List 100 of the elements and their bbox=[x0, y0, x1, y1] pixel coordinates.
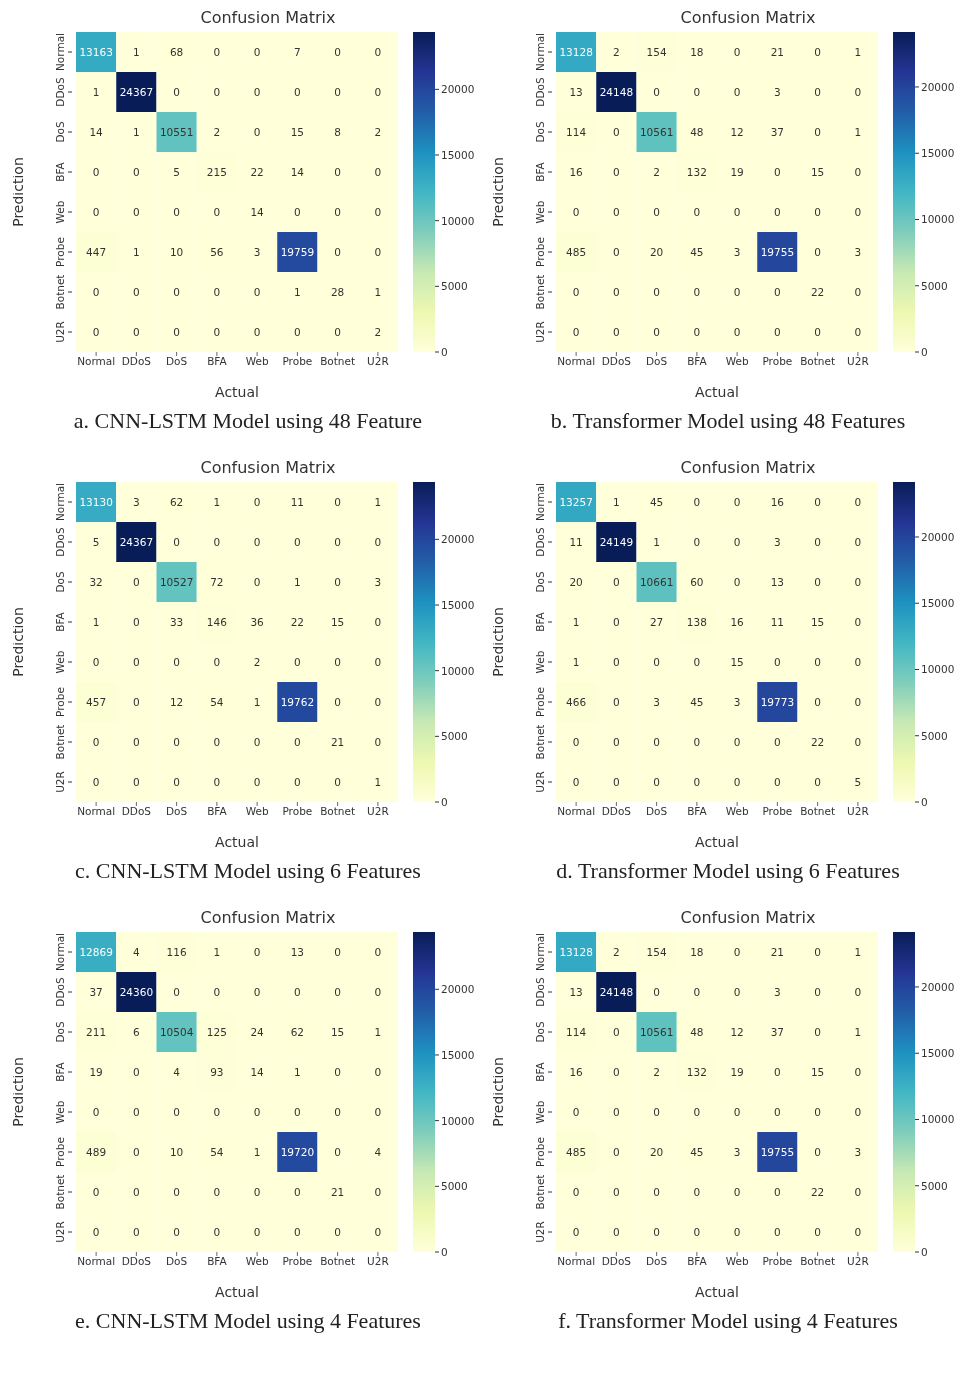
data-label: 0 bbox=[213, 776, 221, 788]
data-label: 13 bbox=[770, 576, 785, 588]
data-label: 0 bbox=[854, 1186, 862, 1198]
data-label: 8 bbox=[334, 126, 341, 138]
data-label: 0 bbox=[253, 536, 261, 548]
data-label: 0 bbox=[854, 736, 862, 748]
data-label: 0 bbox=[613, 246, 620, 258]
color-bar-label: 10000 bbox=[921, 663, 955, 676]
x-tick-label: U2R bbox=[367, 1255, 389, 1268]
data-label: 0 bbox=[294, 656, 301, 668]
data-label: 0 bbox=[173, 776, 180, 788]
data-label: 5 bbox=[173, 166, 180, 178]
color-bar-label: 0 bbox=[921, 1246, 928, 1258]
data-label: 3 bbox=[733, 696, 741, 708]
data-label: 0 bbox=[92, 326, 100, 338]
color-bar-label: 15000 bbox=[921, 147, 955, 160]
x-tick-label: DDoS bbox=[601, 805, 632, 818]
data-label: 154 bbox=[646, 946, 667, 958]
color-bar-label: 5000 bbox=[441, 1180, 468, 1193]
data-label: 0 bbox=[613, 1226, 620, 1238]
x-tick-label: Normal bbox=[77, 355, 116, 368]
x-tick-label: DDoS bbox=[601, 1255, 632, 1268]
x-tick-label: Botnet bbox=[800, 355, 836, 368]
data-label: 114 bbox=[566, 1026, 587, 1038]
y-axis-title: Prediction bbox=[9, 157, 26, 227]
data-label: 0 bbox=[253, 1186, 261, 1198]
data-label: 0 bbox=[92, 1106, 100, 1118]
data-label: 0 bbox=[733, 86, 741, 98]
data-label: 0 bbox=[253, 776, 261, 788]
x-tick-label: DoS bbox=[166, 355, 188, 368]
data-label: 0 bbox=[133, 1066, 140, 1078]
data-label: 10504 bbox=[159, 1026, 194, 1038]
data-label: 20 bbox=[569, 576, 583, 588]
data-label: 0 bbox=[374, 656, 382, 668]
data-label: 0 bbox=[613, 1186, 620, 1198]
color-bar-label: 10000 bbox=[921, 213, 955, 226]
data-label: 1 bbox=[133, 46, 140, 58]
x-axis-title: Actual bbox=[215, 834, 259, 850]
x-tick-label: Web bbox=[245, 1255, 269, 1268]
color-bar-label: 5000 bbox=[921, 279, 948, 292]
y-axis-title: Prediction bbox=[9, 1057, 26, 1127]
color-bar-label: 15000 bbox=[441, 149, 475, 162]
data-label: 0 bbox=[854, 1226, 862, 1238]
data-label: 0 bbox=[613, 1106, 620, 1118]
data-label: 0 bbox=[854, 536, 862, 548]
x-tick-label: Web bbox=[725, 355, 749, 368]
data-label: 0 bbox=[294, 736, 301, 748]
data-label: 13163 bbox=[79, 46, 113, 58]
x-tick-label: Probe bbox=[282, 805, 313, 818]
data-label: 0 bbox=[854, 286, 862, 298]
y-tick-label: DoS bbox=[54, 571, 66, 593]
x-tick-label: Normal bbox=[77, 805, 116, 818]
data-label: 0 bbox=[294, 1106, 301, 1118]
data-label: 0 bbox=[814, 326, 821, 338]
data-label: 0 bbox=[213, 736, 221, 748]
data-label: 0 bbox=[733, 206, 741, 218]
data-label: 0 bbox=[693, 496, 701, 508]
y-tick-label: Normal bbox=[534, 483, 546, 521]
data-label: 0 bbox=[774, 776, 781, 788]
data-label: 10 bbox=[169, 1146, 184, 1158]
color-bar-label: 0 bbox=[921, 346, 928, 358]
data-label: 2 bbox=[653, 1066, 660, 1078]
data-label: 0 bbox=[374, 1106, 382, 1118]
data-label: 0 bbox=[173, 1186, 180, 1198]
x-axis-title: Actual bbox=[695, 1284, 739, 1300]
y-tick-label: DoS bbox=[534, 1021, 546, 1043]
data-label: 3 bbox=[253, 246, 261, 258]
data-label: 0 bbox=[613, 326, 620, 338]
y-tick-label: DDoS bbox=[534, 527, 546, 557]
data-label: 0 bbox=[334, 986, 341, 998]
x-axis-title: Actual bbox=[215, 1284, 259, 1300]
chart-title: Confusion Matrix bbox=[680, 8, 816, 27]
y-tick-label: U2R bbox=[54, 321, 66, 343]
data-label: 15 bbox=[290, 126, 305, 138]
data-label: 0 bbox=[733, 1186, 741, 1198]
text: d. Transformer Model using 6 Features bbox=[556, 858, 900, 884]
data-label: 1 bbox=[374, 1026, 382, 1038]
text: f. Transformer Model using 4 Features bbox=[558, 1308, 898, 1334]
data-label: 13257 bbox=[559, 496, 593, 508]
data-label: 0 bbox=[173, 656, 180, 668]
x-tick-label: U2R bbox=[367, 355, 389, 368]
data-label: 13 bbox=[569, 86, 583, 98]
data-label: 0 bbox=[613, 286, 620, 298]
data-label: 3 bbox=[774, 86, 781, 98]
data-label: 125 bbox=[206, 1026, 227, 1038]
data-label: 0 bbox=[374, 946, 382, 958]
data-label: 15 bbox=[330, 616, 345, 628]
data-label: 2 bbox=[374, 326, 382, 338]
data-label: 0 bbox=[374, 166, 382, 178]
data-label: 2 bbox=[213, 126, 221, 138]
data-label: 22 bbox=[250, 166, 264, 178]
data-label: 0 bbox=[693, 986, 701, 998]
data-label: 0 bbox=[374, 246, 382, 258]
data-label: 0 bbox=[253, 986, 261, 998]
data-label: 37 bbox=[770, 126, 785, 138]
data-label: 0 bbox=[253, 946, 261, 958]
x-tick-label: DoS bbox=[646, 805, 668, 818]
x-tick-label: Botnet bbox=[320, 805, 356, 818]
x-tick-label: Botnet bbox=[320, 355, 356, 368]
y-tick-label: DDoS bbox=[54, 77, 66, 107]
